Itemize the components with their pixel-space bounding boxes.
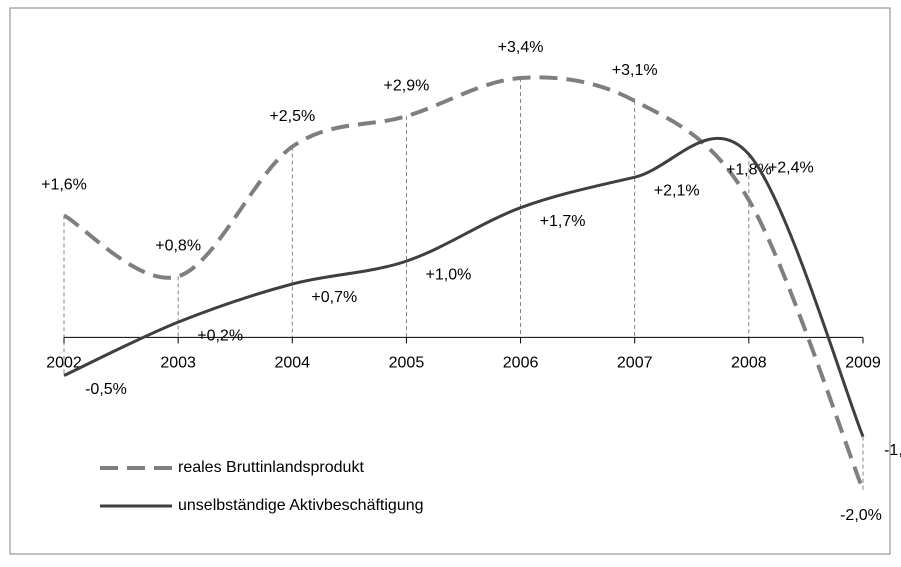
data-label: +1,6% [41, 177, 87, 194]
data-label: +2,4% [768, 160, 814, 177]
data-label: +2,5% [269, 108, 315, 125]
data-label: +0,2% [197, 327, 243, 344]
data-label: -2,0% [840, 507, 882, 524]
data-label: -1,3% [884, 442, 901, 459]
x-tick-label: 2002 [46, 355, 82, 372]
x-tick-label: 2003 [160, 355, 196, 372]
data-label: +0,8% [155, 238, 201, 255]
data-label: +3,1% [612, 62, 658, 79]
data-label: +0,7% [311, 289, 357, 306]
data-label: +3,4% [498, 39, 544, 56]
x-tick-label: 2009 [845, 355, 881, 372]
x-tick-label: 2007 [617, 355, 653, 372]
series-line [62, 75, 865, 491]
data-label: +2,1% [654, 182, 700, 199]
x-tick-label: 2005 [389, 355, 425, 372]
series-line [63, 137, 865, 438]
data-label: +1,7% [540, 213, 586, 230]
x-tick-label: 2006 [503, 355, 539, 372]
x-tick-label: 2008 [731, 355, 767, 372]
data-label: -0,5% [85, 381, 127, 398]
legend-label: reales Bruttinlandsprodukt [178, 459, 364, 476]
x-tick-label: 2004 [274, 355, 310, 372]
data-label: +2,9% [384, 77, 430, 94]
data-label: +1,8% [726, 161, 772, 178]
legend-label: unselbständige Aktivbeschäftigung [178, 497, 424, 514]
data-label: +1,0% [426, 266, 472, 283]
chart-frame [9, 7, 891, 555]
